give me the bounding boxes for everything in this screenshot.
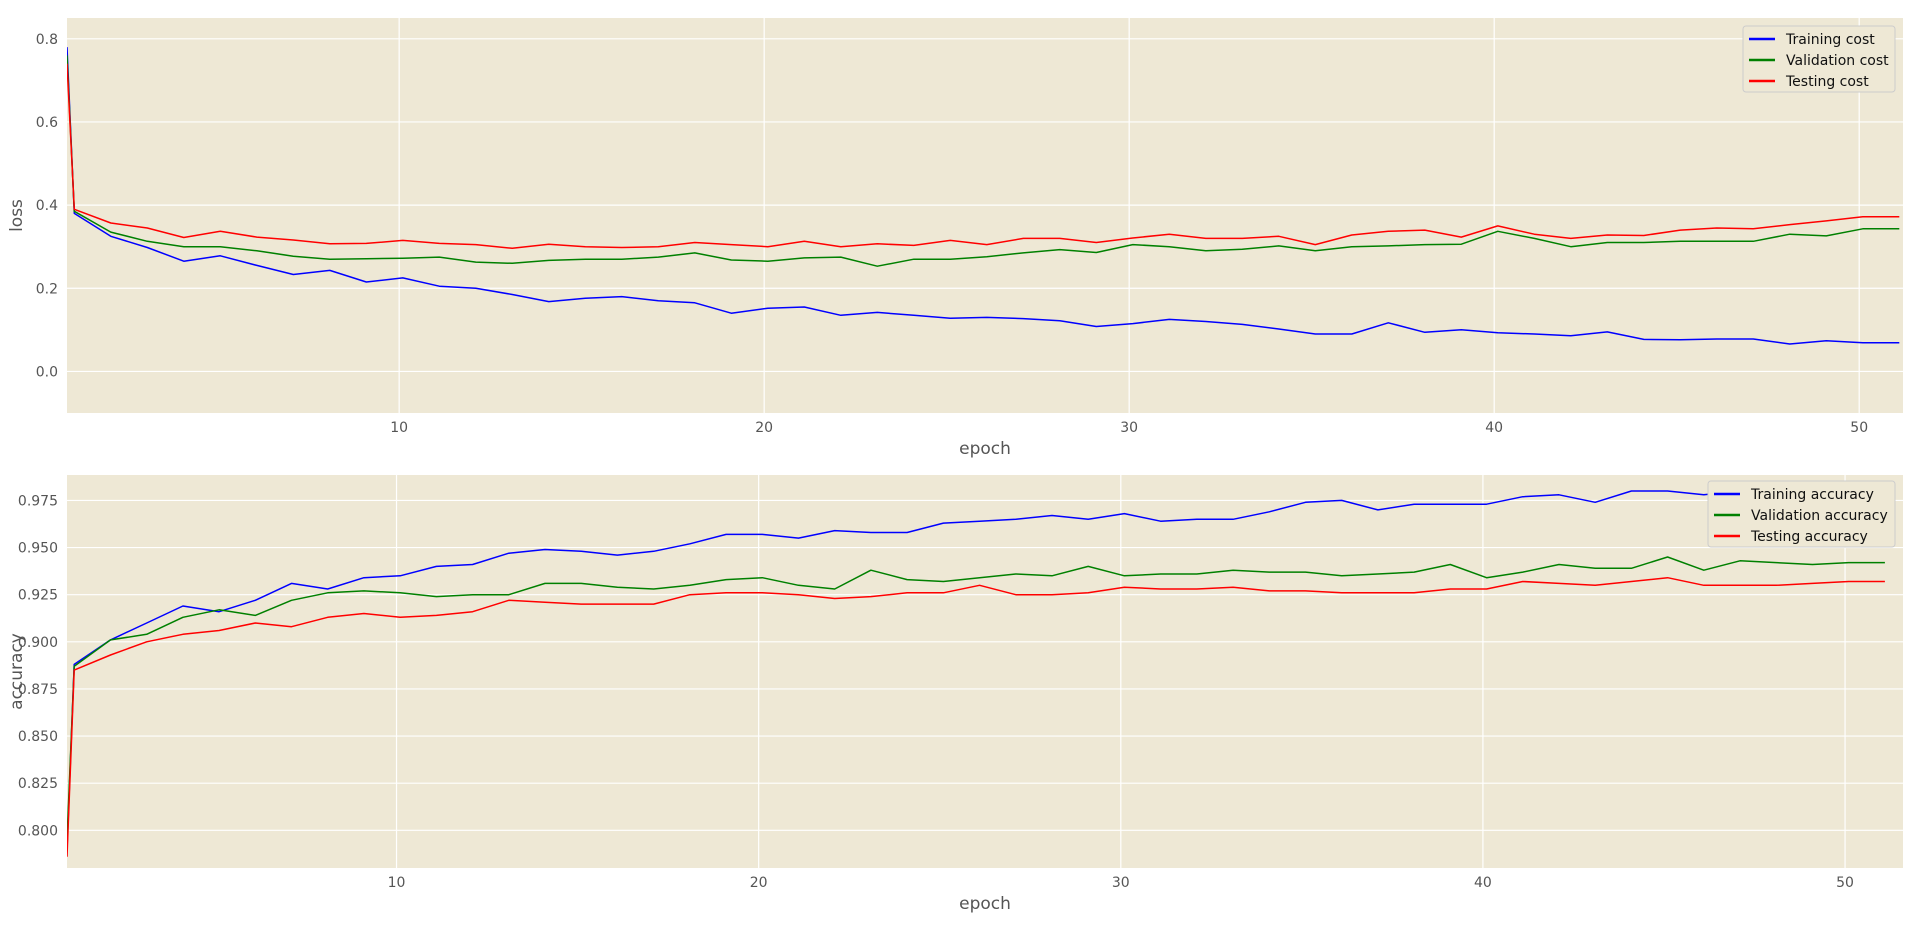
x-tick-label: 40 <box>1474 875 1492 891</box>
y-tick-label: 0.825 <box>18 776 58 792</box>
y-tick-label: 0.900 <box>18 635 58 651</box>
series-line <box>67 47 1900 345</box>
y-tick-label: 0.6 <box>36 115 58 131</box>
x-tick-label: 30 <box>1112 875 1130 891</box>
series-line <box>67 55 1900 267</box>
x-tick-label: 50 <box>1836 875 1854 891</box>
legend-label: Training cost <box>1785 32 1875 48</box>
x-axis-label: epoch <box>959 894 1011 914</box>
legend-label: Validation cost <box>1786 53 1889 69</box>
accuracy-chart: 10 20 30 40 50 0.800 0.825 0.850 0.875 0.900 0.925… <box>7 475 1903 914</box>
x-tick-label: 50 <box>1850 420 1868 436</box>
x-tick-label: 30 <box>1120 420 1138 436</box>
y-tick-label: 0.875 <box>18 682 58 698</box>
series-line <box>67 556 1885 840</box>
y-tick-label: 0.925 <box>18 588 58 604</box>
y-tick-label: 0.4 <box>36 198 58 214</box>
y-tick-label: 0.850 <box>18 729 58 745</box>
x-axis-label: epoch <box>959 439 1011 459</box>
legend-label: Training accuracy <box>1750 487 1874 503</box>
y-tick-label: 0.950 <box>18 541 58 557</box>
series-line <box>67 576 1885 857</box>
legend-label: Validation accuracy <box>1751 508 1888 524</box>
x-tick-label: 20 <box>750 875 768 891</box>
y-tick-label: 0.800 <box>18 823 58 839</box>
x-tick-label: 10 <box>388 875 406 891</box>
legend-label: Testing accuracy <box>1750 529 1868 545</box>
y-axis-label: accuracy <box>7 633 27 710</box>
legend-box <box>1742 25 1896 93</box>
x-tick-label: 10 <box>390 420 408 436</box>
legend-box <box>1707 480 1896 548</box>
y-tick-label: 0.2 <box>36 281 58 297</box>
series-line <box>67 490 1885 850</box>
y-axis-label: loss <box>7 199 27 232</box>
series-line <box>67 63 1900 250</box>
x-tick-label: 20 <box>755 420 773 436</box>
y-tick-label: 0.975 <box>18 493 58 509</box>
plot-area <box>67 18 1903 413</box>
loss-chart: 10 20 30 40 50 0.0 0.2 0.4 0.6 0.8 epoch loss Traini… <box>7 18 1903 459</box>
x-tick-label: 40 <box>1485 420 1503 436</box>
plot-area <box>67 475 1903 868</box>
y-tick-label: 0.0 <box>36 364 58 380</box>
y-tick-label: 0.8 <box>36 32 58 48</box>
legend-label: Testing cost <box>1785 74 1869 90</box>
